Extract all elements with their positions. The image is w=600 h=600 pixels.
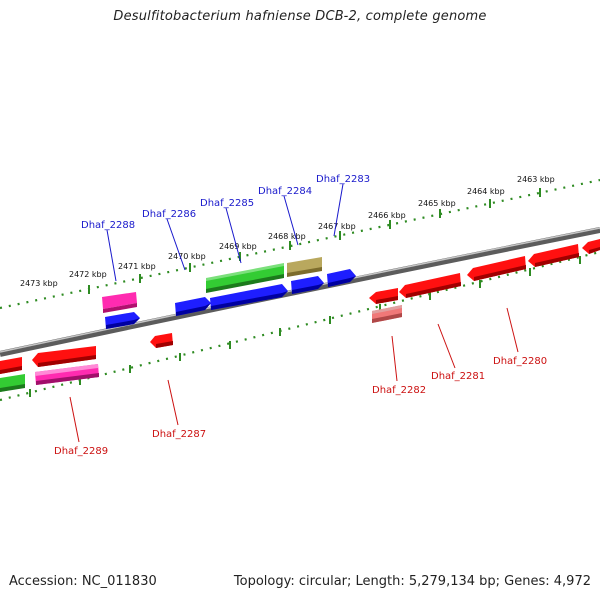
forward-genes <box>0 257 356 392</box>
gene-blue-long[interactable] <box>210 284 288 310</box>
label-dhaf-2283: Dhaf_2283 <box>316 174 370 185</box>
label-dhaf-2287: Dhaf_2287 <box>152 429 206 440</box>
gene-dhaf-2288[interactable] <box>102 292 137 313</box>
tick-label-2467: 2467 kbp <box>318 222 356 231</box>
label-dhaf-2282: Dhaf_2282 <box>372 385 426 396</box>
tick-label-2471: 2471 kbp <box>118 262 156 271</box>
label-dhaf-2285: Dhaf_2285 <box>200 198 254 209</box>
gene-dhaf-2282-pale[interactable] <box>372 305 402 323</box>
gene-dhaf-2280[interactable] <box>467 256 526 281</box>
tick-label-2472: 2472 kbp <box>69 270 107 279</box>
reverse-gene-labels: Dhaf_2289 Dhaf_2287 Dhaf_2282 Dhaf_2281 … <box>54 356 547 457</box>
gene-red-left[interactable] <box>32 346 96 367</box>
label-dhaf-2288: Dhaf_2288 <box>81 220 135 231</box>
label-dhaf-2284: Dhaf_2284 <box>258 186 312 197</box>
tick-label-2469: 2469 kbp <box>219 242 257 251</box>
tick-label-2465: 2465 kbp <box>418 199 456 208</box>
tick-label-2470: 2470 kbp <box>168 252 206 261</box>
reverse-genes <box>0 239 600 385</box>
forward-label-leaders <box>106 183 344 282</box>
gene-dhaf-2286[interactable] <box>105 312 140 329</box>
gene-green-long[interactable] <box>206 263 284 293</box>
reverse-label-leaders <box>69 307 519 443</box>
gene-red-right[interactable] <box>528 244 579 267</box>
scale-line-reverse <box>0 250 600 402</box>
gene-dhaf-2289[interactable] <box>35 364 99 385</box>
gene-green-left[interactable] <box>0 374 25 392</box>
scale-tick-labels: 2473 kbp 2472 kbp 2471 kbp 2470 kbp 2469… <box>20 175 555 288</box>
accession-text: Accession: NC_011830 <box>9 574 157 589</box>
tick-label-2468: 2468 kbp <box>268 232 306 241</box>
gene-dhaf-2282[interactable] <box>369 288 398 304</box>
gene-dhaf-2284-blue[interactable] <box>291 276 324 294</box>
gene-dhaf-2281[interactable] <box>399 273 461 298</box>
gene-dhaf-2287[interactable] <box>150 333 173 348</box>
label-dhaf-2281: Dhaf_2281 <box>431 371 485 382</box>
forward-gene-labels: Dhaf_2288 Dhaf_2286 Dhaf_2285 Dhaf_2284 … <box>81 174 370 231</box>
label-dhaf-2280: Dhaf_2280 <box>493 356 547 367</box>
gene-red-right-edge[interactable] <box>582 239 600 254</box>
gene-dhaf-2285[interactable] <box>175 297 211 316</box>
label-dhaf-2289: Dhaf_2289 <box>54 446 108 457</box>
tick-label-2466: 2466 kbp <box>368 211 406 220</box>
label-dhaf-2286: Dhaf_2286 <box>142 209 196 220</box>
gene-red-left-edge[interactable] <box>0 357 22 374</box>
gene-olive[interactable] <box>287 257 322 277</box>
genome-summary-text: Topology: circular; Length: 5,279,134 bp… <box>233 574 591 589</box>
tick-label-2463: 2463 kbp <box>517 175 555 184</box>
scale-line-forward <box>0 178 600 310</box>
tick-label-2464: 2464 kbp <box>467 187 505 196</box>
gene-dhaf-2283[interactable] <box>327 269 356 287</box>
tick-label-2473: 2473 kbp <box>20 279 58 288</box>
genome-title: Desulfitobacterium hafniense DCB-2, comp… <box>113 9 487 24</box>
